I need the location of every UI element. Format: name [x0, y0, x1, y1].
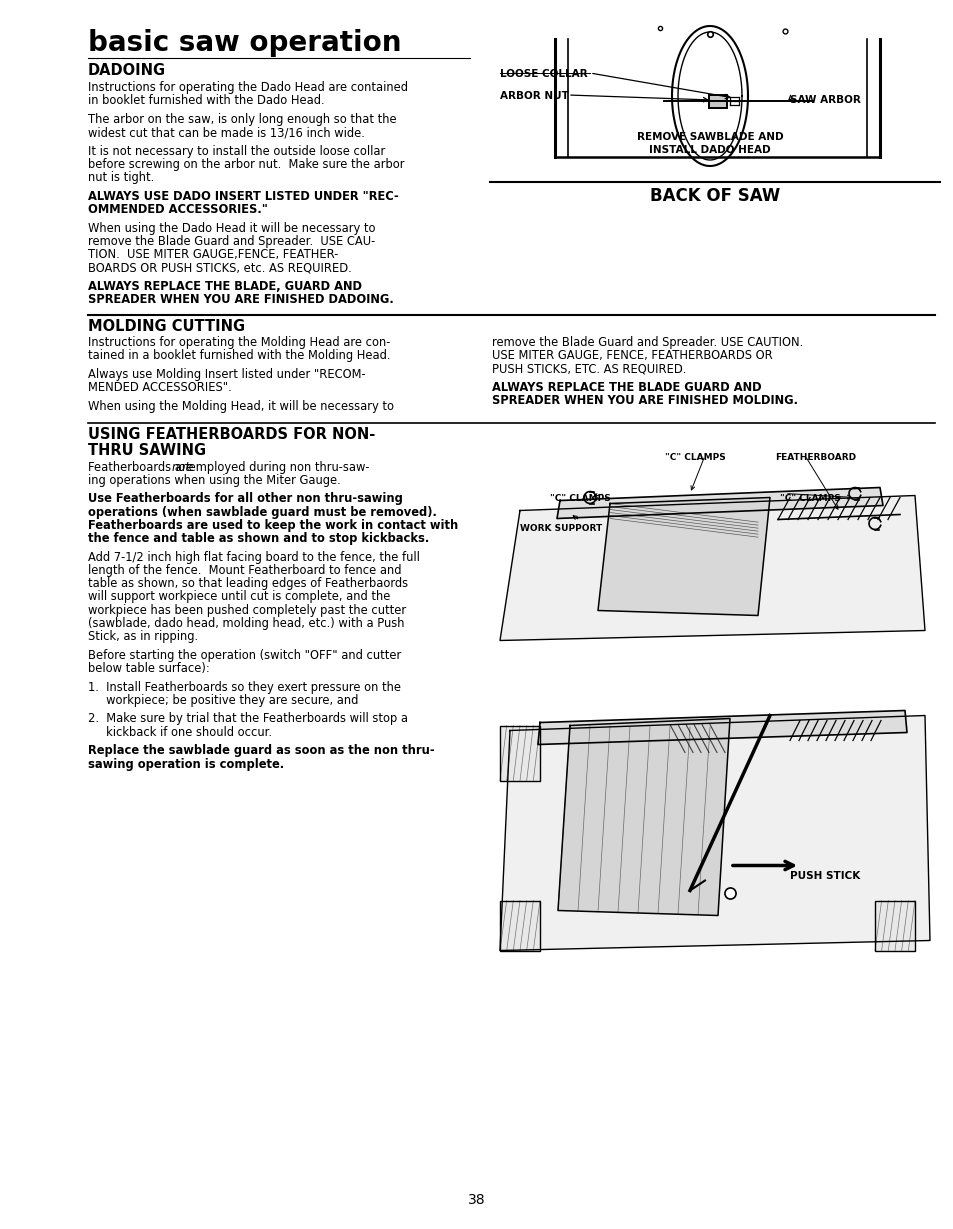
Polygon shape: [598, 498, 769, 616]
Text: before screwing on the arbor nut.  Make sure the arbor: before screwing on the arbor nut. Make s…: [88, 159, 404, 171]
Text: nut is tight.: nut is tight.: [88, 171, 154, 184]
Bar: [708, 95, 726, 107]
Text: "C" CLAMPS: "C" CLAMPS: [664, 452, 725, 462]
Text: table as shown, so that leading edges of Featherbaords: table as shown, so that leading edges of…: [88, 578, 408, 590]
Text: ARBOR NUT: ARBOR NUT: [499, 91, 568, 101]
Text: FEATHERBOARD: FEATHERBOARD: [774, 452, 855, 462]
Text: MENDED ACCESSORIES".: MENDED ACCESSORIES".: [88, 381, 232, 395]
Text: SPREADER WHEN YOU ARE FINISHED MOLDING.: SPREADER WHEN YOU ARE FINISHED MOLDING.: [492, 395, 797, 407]
Text: USING FEATHERBOARDS FOR NON-: USING FEATHERBOARDS FOR NON-: [88, 426, 375, 441]
Text: Featherboards are used to keep the work in contact with: Featherboards are used to keep the work …: [88, 519, 457, 532]
Text: USE MITER GAUGE, FENCE, FEATHERBOARDS OR: USE MITER GAUGE, FENCE, FEATHERBOARDS OR: [492, 349, 772, 363]
Bar: [499, 725, 539, 780]
Text: length of the fence.  Mount Featherboard to fence and: length of the fence. Mount Featherboard …: [88, 564, 401, 576]
Text: Instructions for operating the Molding Head are con-: Instructions for operating the Molding H…: [88, 336, 390, 349]
Text: DADOING: DADOING: [88, 63, 166, 77]
Text: ALWAYS USE DADO INSERT LISTED UNDER "REC-: ALWAYS USE DADO INSERT LISTED UNDER "REC…: [88, 190, 398, 203]
Text: 1.  Install Featherboards so they exert pressure on the: 1. Install Featherboards so they exert p…: [88, 681, 400, 693]
Bar: [499, 901, 539, 950]
Bar: [874, 901, 914, 950]
Text: When using the Dado Head it will be necessary to: When using the Dado Head it will be nece…: [88, 221, 375, 235]
Text: in booklet furnished with the Dado Head.: in booklet furnished with the Dado Head.: [88, 95, 324, 107]
Text: BACK OF SAW: BACK OF SAW: [649, 187, 780, 205]
Text: "C" CLAMPS: "C" CLAMPS: [550, 494, 610, 503]
Text: PUSH STICKS, ETC. AS REQUIRED.: PUSH STICKS, ETC. AS REQUIRED.: [492, 363, 685, 375]
Text: the fence and table as shown and to stop kickbacks.: the fence and table as shown and to stop…: [88, 532, 429, 544]
Text: tained in a booklet furnished with the Molding Head.: tained in a booklet furnished with the M…: [88, 349, 390, 363]
Text: below table surface):: below table surface):: [88, 661, 210, 675]
Text: PUSH STICK: PUSH STICK: [789, 870, 860, 880]
Text: Use Featherboards for all other non thru-sawing: Use Featherboards for all other non thru…: [88, 493, 402, 505]
Text: Instructions for operating the Dado Head are contained: Instructions for operating the Dado Head…: [88, 81, 408, 93]
Text: sawing operation is complete.: sawing operation is complete.: [88, 757, 284, 771]
Text: remove the Blade Guard and Spreader. USE CAUTION.: remove the Blade Guard and Spreader. USE…: [492, 336, 802, 349]
Text: (sawblade, dado head, molding head, etc.) with a Push: (sawblade, dado head, molding head, etc.…: [88, 617, 404, 629]
Text: Featherboards are: Featherboards are: [88, 461, 197, 473]
Text: "C" CLAMPS: "C" CLAMPS: [780, 494, 840, 503]
Text: SPREADER WHEN YOU ARE FINISHED DADOING.: SPREADER WHEN YOU ARE FINISHED DADOING.: [88, 294, 394, 306]
Text: It is not necessary to install the outside loose collar: It is not necessary to install the outsi…: [88, 145, 385, 157]
Text: OMMENDED ACCESSORIES.": OMMENDED ACCESSORIES.": [88, 203, 268, 216]
Text: widest cut that can be made is 13/16 inch wide.: widest cut that can be made is 13/16 inc…: [88, 127, 364, 139]
Text: will support workpiece until cut is complete, and the: will support workpiece until cut is comp…: [88, 590, 390, 603]
Polygon shape: [557, 488, 882, 519]
Text: Stick, as in ripping.: Stick, as in ripping.: [88, 630, 198, 643]
Text: INSTALL DADO HEAD: INSTALL DADO HEAD: [648, 145, 770, 155]
Text: Before starting the operation (switch "OFF" and cutter: Before starting the operation (switch "O…: [88, 649, 401, 661]
Text: workpiece has been pushed completely past the cutter: workpiece has been pushed completely pas…: [88, 603, 406, 617]
Text: SAW ARBOR: SAW ARBOR: [789, 95, 860, 104]
Text: operations (when sawblade guard must be removed).: operations (when sawblade guard must be …: [88, 505, 436, 519]
Text: 38: 38: [468, 1193, 485, 1207]
Text: remove the Blade Guard and Spreader.  USE CAU-: remove the Blade Guard and Spreader. USE…: [88, 235, 375, 248]
Text: ing operations when using the Miter Gauge.: ing operations when using the Miter Gaug…: [88, 473, 340, 487]
Text: ALWAYS REPLACE THE BLADE GUARD AND: ALWAYS REPLACE THE BLADE GUARD AND: [492, 381, 760, 395]
Polygon shape: [499, 715, 929, 950]
Text: 2.  Make sure by trial that the Featherboards will stop a: 2. Make sure by trial that the Featherbo…: [88, 713, 408, 725]
Text: The arbor on the saw, is only long enough so that the: The arbor on the saw, is only long enoug…: [88, 113, 396, 125]
Text: employed during non thru-saw-: employed during non thru-saw-: [185, 461, 369, 473]
Polygon shape: [537, 710, 906, 745]
Text: Add 7-1/2 inch high flat facing board to the fence, the full: Add 7-1/2 inch high flat facing board to…: [88, 551, 419, 564]
Text: WORK SUPPORT: WORK SUPPORT: [519, 524, 601, 532]
Text: REMOVE SAWBLADE AND: REMOVE SAWBLADE AND: [636, 132, 782, 143]
Text: BOARDS OR PUSH STICKS, etc. AS REQUIRED.: BOARDS OR PUSH STICKS, etc. AS REQUIRED.: [88, 262, 352, 274]
Polygon shape: [499, 495, 924, 640]
Text: not: not: [171, 461, 190, 473]
Polygon shape: [558, 719, 729, 916]
Text: ALWAYS REPLACE THE BLADE, GUARD AND: ALWAYS REPLACE THE BLADE, GUARD AND: [88, 280, 361, 293]
Text: MOLDING CUTTING: MOLDING CUTTING: [88, 320, 245, 334]
Text: LOOSE COLLAR: LOOSE COLLAR: [499, 69, 587, 79]
Text: TION.  USE MITER GAUGE,FENCE, FEATHER-: TION. USE MITER GAUGE,FENCE, FEATHER-: [88, 248, 338, 262]
Text: kickback if one should occur.: kickback if one should occur.: [88, 725, 272, 739]
Text: Replace the sawblade guard as soon as the non thru-: Replace the sawblade guard as soon as th…: [88, 745, 435, 757]
Text: THRU SAWING: THRU SAWING: [88, 442, 206, 457]
Text: Always use Molding Insert listed under "RECOM-: Always use Molding Insert listed under "…: [88, 367, 365, 381]
Text: workpiece; be positive they are secure, and: workpiece; be positive they are secure, …: [88, 693, 358, 707]
Text: basic saw operation: basic saw operation: [88, 29, 401, 57]
Text: When using the Molding Head, it will be necessary to: When using the Molding Head, it will be …: [88, 399, 394, 413]
